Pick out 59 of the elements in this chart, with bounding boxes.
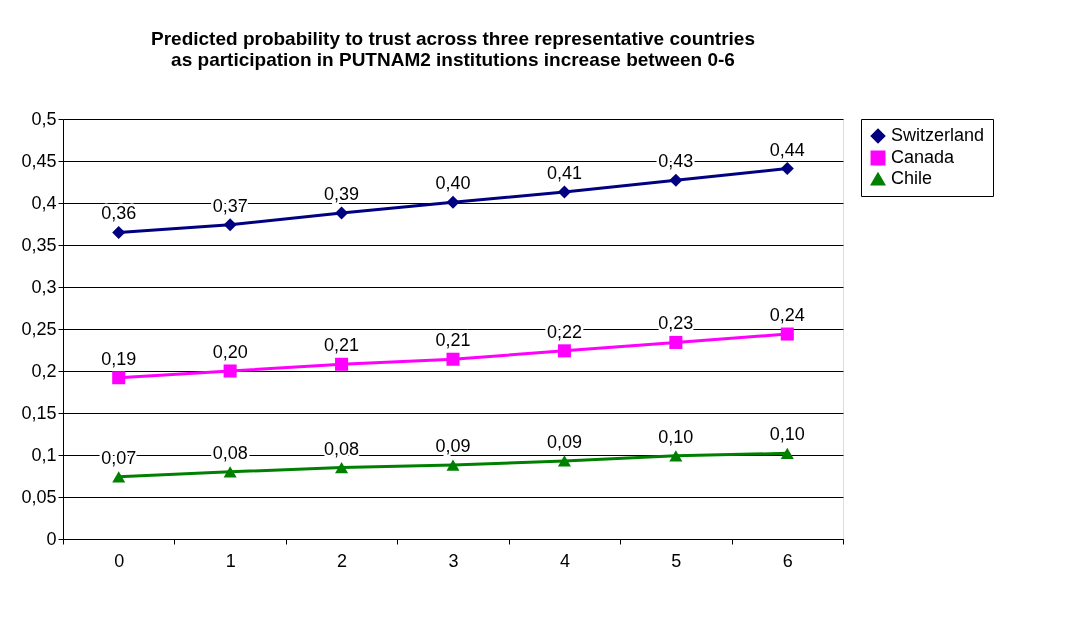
x-tick-label: 1 <box>225 550 236 571</box>
data-label: 0,10 <box>769 424 805 445</box>
point <box>669 335 683 349</box>
x-tick-label: 0 <box>114 550 125 571</box>
point <box>557 344 571 358</box>
point <box>335 461 349 474</box>
y-tick-label: 0,3 <box>31 276 57 297</box>
point <box>335 206 349 220</box>
y-tick-label: 0,45 <box>21 150 57 171</box>
data-label: 0,39 <box>324 184 360 205</box>
point <box>669 173 683 187</box>
point <box>112 471 126 483</box>
data-label: 0,44 <box>769 139 805 160</box>
point <box>557 185 571 199</box>
data-label: 0,09 <box>546 431 582 452</box>
point <box>112 371 126 385</box>
y-tick-label: 0,05 <box>21 486 57 507</box>
x-tick-label: 4 <box>559 550 570 571</box>
data-label: 0,08 <box>324 438 360 459</box>
data-label: 0,20 <box>212 342 248 362</box>
data-label: 0,24 <box>769 305 805 326</box>
data-label: 0,36 <box>101 203 137 224</box>
y-tick-label: 0,1 <box>31 444 57 465</box>
x-tick-label: 3 <box>448 550 459 571</box>
x-tick-label: 2 <box>337 550 348 571</box>
point <box>446 352 460 366</box>
point <box>335 357 349 371</box>
y-tick-label: 0,15 <box>21 402 57 423</box>
point <box>780 447 794 459</box>
data-label: 0,19 <box>101 348 137 369</box>
point <box>223 218 237 232</box>
point <box>223 364 237 378</box>
x-tick-label: 5 <box>671 550 682 571</box>
legend-label: Switzerland <box>891 125 985 145</box>
y-tick-label: 0 <box>46 528 57 549</box>
y-tick-label: 0,35 <box>21 234 57 255</box>
data-label: 0,09 <box>435 436 471 457</box>
legend-label: Canada <box>891 147 956 167</box>
legend-label: Chile <box>891 168 933 188</box>
point <box>446 195 460 209</box>
point <box>669 450 683 462</box>
point <box>780 162 794 176</box>
data-label: 0,40 <box>435 173 471 194</box>
x-tick-label: 6 <box>782 550 793 571</box>
data-label: 0,21 <box>435 330 471 351</box>
y-tick-label: 0,4 <box>31 192 57 213</box>
point <box>112 225 126 239</box>
point <box>446 459 460 471</box>
y-tick-label: 0,2 <box>31 360 57 381</box>
point <box>557 455 571 467</box>
data-label: 0,21 <box>324 335 360 356</box>
data-label: 0,23 <box>658 313 694 334</box>
data-label: 0,41 <box>546 163 582 184</box>
data-label: 0,10 <box>658 426 694 447</box>
y-tick-label: 0,5 <box>31 108 57 129</box>
chart-title: Predicted probability to trust across three representative countries as participation in PUTNAM2 institutions increase between 0-6 <box>151 28 755 70</box>
point <box>780 327 794 341</box>
y-tick-label: 0,25 <box>21 318 57 339</box>
point <box>223 466 237 478</box>
